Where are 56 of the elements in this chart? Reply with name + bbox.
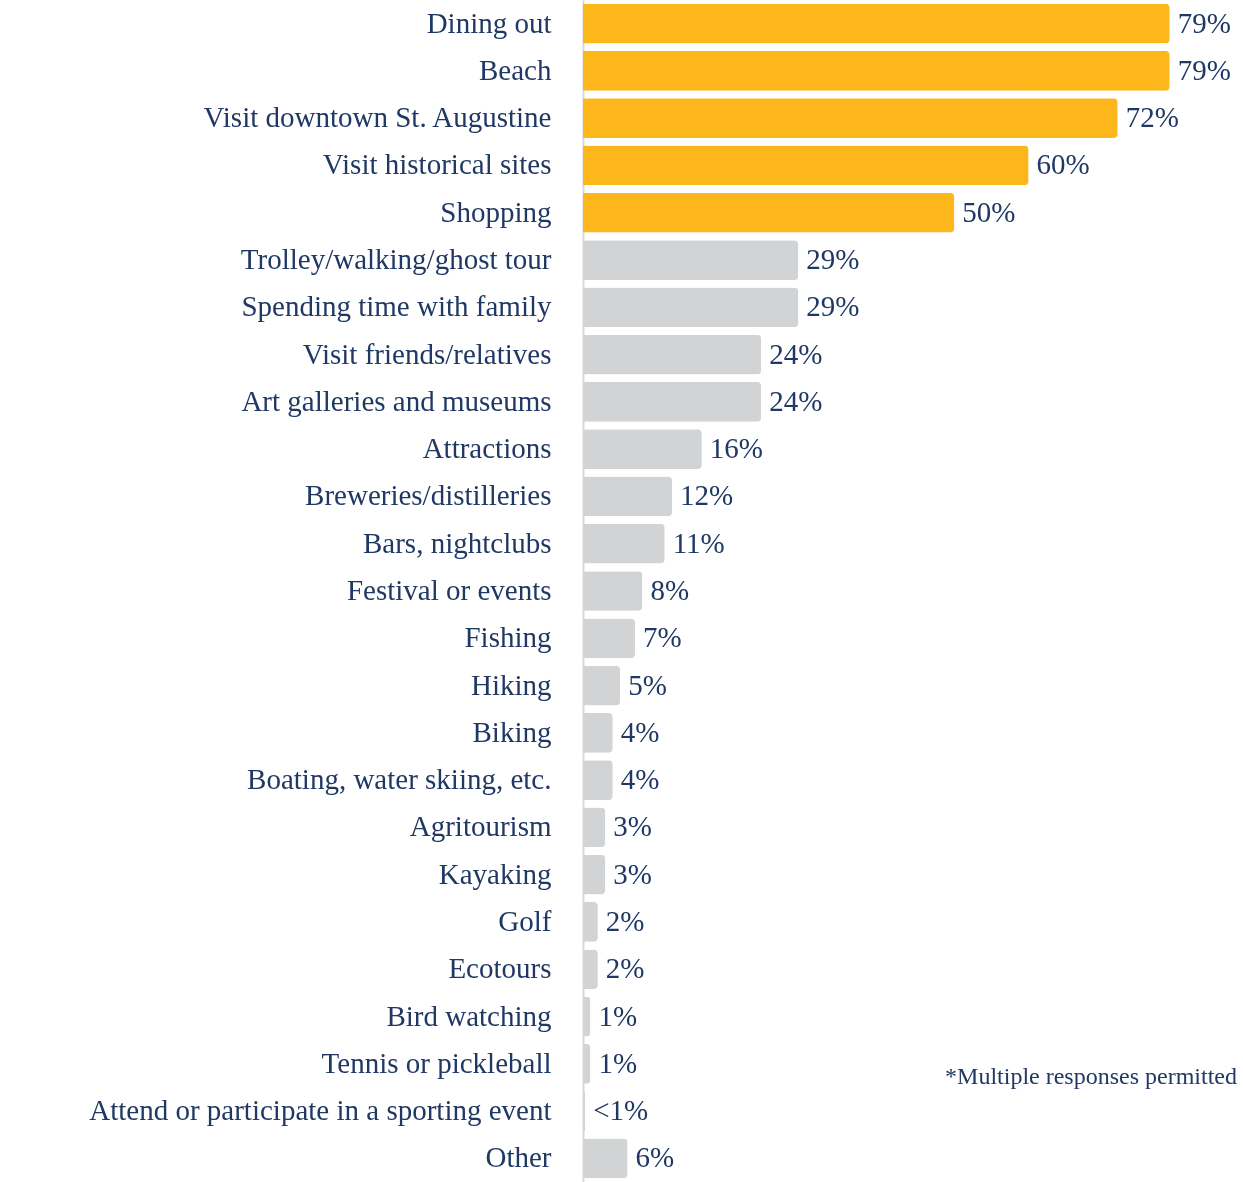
y-tick-label: Trolley/walking/ghost tour [240,243,552,276]
data-label: 29% [806,243,860,276]
y-tick-label: Tennis or pickleball [321,1046,552,1079]
y-tick-label: Fishing [464,621,552,654]
y-tick-label: Ecotours [448,952,552,985]
y-tick-label: Art galleries and museums [241,384,552,417]
bar [583,192,955,233]
y-tick-label: Spending time with family [241,290,552,323]
data-label: 8% [650,574,690,606]
y-tick-label: Biking [472,715,552,748]
data-label: 7% [642,621,682,654]
data-label: 12% [680,479,734,512]
y-tick-label: Festival or events [346,574,552,606]
y-tick-label: Attend or participate in a sporting event [89,1094,552,1127]
data-label: 2% [605,904,645,937]
data-label: 24% [769,337,823,370]
data-label: 3% [613,810,652,843]
data-label: 1% [598,999,638,1032]
data-label: 72% [1125,101,1179,134]
y-tick-label: Attractions [422,432,552,465]
y-tick-label: Kayaking [438,857,552,890]
y-tick-label: Visit downtown St. Augustine [203,101,552,134]
bar [583,98,1118,139]
data-label: 79% [1177,6,1231,39]
data-label: 16% [709,432,763,465]
y-tick-label: Dining out [426,6,552,39]
bar [583,51,1170,91]
y-tick-label: Boating, water skiing, etc. [247,763,552,796]
data-label: 6% [635,1141,675,1174]
y-tick-label: Hiking [470,668,552,701]
y-tick-label: Other [485,1141,552,1174]
data-label: 1% [598,1046,638,1079]
data-label: 4% [620,715,660,748]
y-tick-label: Bars, nightclubs [363,526,552,559]
data-label: 11% [672,526,725,559]
data-label: 29% [806,290,860,323]
y-tick-label: Shopping [440,195,552,228]
bar [583,145,1029,186]
data-label: 50% [962,195,1016,228]
data-label: 2% [605,952,645,985]
data-label: 3% [613,857,652,890]
y-tick-label: Beach [479,53,552,86]
y-tick-label: Golf [498,904,552,937]
data-label: 24% [769,384,823,417]
y-tick-label: Bird watching [386,999,552,1032]
data-label: <1% [593,1094,649,1127]
bar [583,3,1170,44]
y-tick-label: Agritourism [409,810,552,843]
y-tick-label: Visit historical sites [322,148,552,181]
annotation: *Multiple responses permitted [945,1063,1237,1090]
data-label: 79% [1177,53,1231,86]
data-label: 5% [628,668,667,701]
y-tick-label: Breweries/distilleries [305,479,552,512]
data-label: 4% [620,763,660,796]
data-label: 60% [1036,148,1090,181]
y-tick-label: Visit friends/relatives [302,337,552,370]
